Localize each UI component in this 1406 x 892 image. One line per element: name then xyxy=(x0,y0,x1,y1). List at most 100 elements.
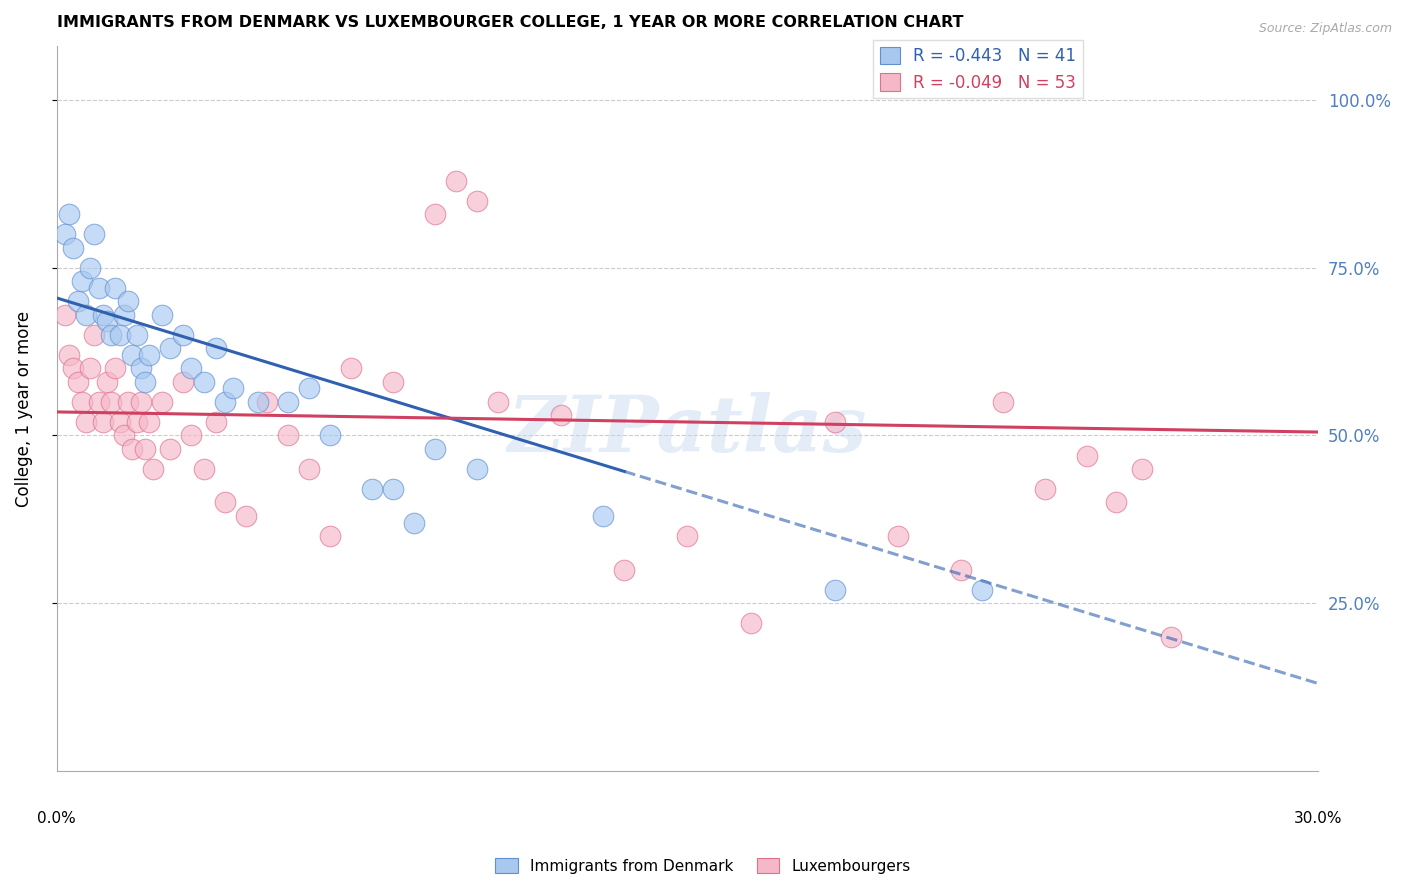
Point xyxy=(83,327,105,342)
Point xyxy=(214,395,236,409)
Point xyxy=(66,375,89,389)
Point xyxy=(319,529,342,543)
Point xyxy=(62,241,84,255)
Point xyxy=(193,375,215,389)
Point xyxy=(125,415,148,429)
Point xyxy=(235,508,257,523)
Point xyxy=(423,442,446,456)
Point xyxy=(180,361,202,376)
Point xyxy=(404,516,426,530)
Point xyxy=(112,428,135,442)
Point xyxy=(75,308,97,322)
Point xyxy=(53,227,76,242)
Point xyxy=(87,281,110,295)
Point xyxy=(159,341,181,355)
Point xyxy=(53,308,76,322)
Point xyxy=(58,207,80,221)
Point xyxy=(75,415,97,429)
Point xyxy=(142,462,165,476)
Point xyxy=(87,395,110,409)
Point xyxy=(121,348,143,362)
Point xyxy=(172,375,194,389)
Point xyxy=(298,381,321,395)
Point xyxy=(382,375,405,389)
Point xyxy=(91,308,114,322)
Point xyxy=(138,348,160,362)
Point xyxy=(256,395,278,409)
Point xyxy=(79,260,101,275)
Point xyxy=(172,327,194,342)
Point xyxy=(150,308,173,322)
Point xyxy=(1130,462,1153,476)
Point xyxy=(486,395,509,409)
Point xyxy=(319,428,342,442)
Point xyxy=(100,395,122,409)
Point xyxy=(129,361,152,376)
Point xyxy=(138,415,160,429)
Point xyxy=(676,529,699,543)
Point xyxy=(112,308,135,322)
Point xyxy=(1160,630,1182,644)
Point xyxy=(129,395,152,409)
Point xyxy=(1033,482,1056,496)
Point xyxy=(465,194,488,208)
Point xyxy=(150,395,173,409)
Point xyxy=(70,274,93,288)
Text: 0.0%: 0.0% xyxy=(37,811,76,825)
Text: ZIPatlas: ZIPatlas xyxy=(508,392,868,468)
Point xyxy=(1076,449,1098,463)
Point xyxy=(83,227,105,242)
Text: Source: ZipAtlas.com: Source: ZipAtlas.com xyxy=(1258,22,1392,36)
Point xyxy=(277,395,299,409)
Point xyxy=(79,361,101,376)
Point xyxy=(159,442,181,456)
Point xyxy=(423,207,446,221)
Point xyxy=(104,281,127,295)
Text: IMMIGRANTS FROM DENMARK VS LUXEMBOURGER COLLEGE, 1 YEAR OR MORE CORRELATION CHAR: IMMIGRANTS FROM DENMARK VS LUXEMBOURGER … xyxy=(56,15,963,30)
Point xyxy=(70,395,93,409)
Point xyxy=(1105,495,1128,509)
Point xyxy=(205,415,228,429)
Point xyxy=(550,409,572,423)
Point xyxy=(592,508,614,523)
Point xyxy=(949,562,972,576)
Legend: Immigrants from Denmark, Luxembourgers: Immigrants from Denmark, Luxembourgers xyxy=(489,852,917,880)
Point xyxy=(214,495,236,509)
Point xyxy=(117,395,139,409)
Point xyxy=(740,616,762,631)
Point xyxy=(277,428,299,442)
Point xyxy=(96,375,118,389)
Legend: R = -0.443   N = 41, R = -0.049   N = 53: R = -0.443 N = 41, R = -0.049 N = 53 xyxy=(873,40,1083,98)
Point xyxy=(91,415,114,429)
Point xyxy=(134,375,156,389)
Point xyxy=(134,442,156,456)
Point xyxy=(117,294,139,309)
Point xyxy=(222,381,245,395)
Y-axis label: College, 1 year or more: College, 1 year or more xyxy=(15,310,32,507)
Text: 30.0%: 30.0% xyxy=(1294,811,1343,825)
Point xyxy=(193,462,215,476)
Point xyxy=(121,442,143,456)
Point xyxy=(66,294,89,309)
Point xyxy=(824,582,846,597)
Point xyxy=(205,341,228,355)
Point xyxy=(125,327,148,342)
Point xyxy=(180,428,202,442)
Point xyxy=(247,395,270,409)
Point xyxy=(444,173,467,187)
Point xyxy=(824,415,846,429)
Point xyxy=(465,462,488,476)
Point xyxy=(361,482,384,496)
Point xyxy=(970,582,993,597)
Point xyxy=(108,415,131,429)
Point xyxy=(108,327,131,342)
Point xyxy=(298,462,321,476)
Point xyxy=(96,314,118,328)
Point xyxy=(340,361,363,376)
Point xyxy=(104,361,127,376)
Point xyxy=(991,395,1014,409)
Point xyxy=(382,482,405,496)
Point xyxy=(613,562,636,576)
Point xyxy=(100,327,122,342)
Point xyxy=(58,348,80,362)
